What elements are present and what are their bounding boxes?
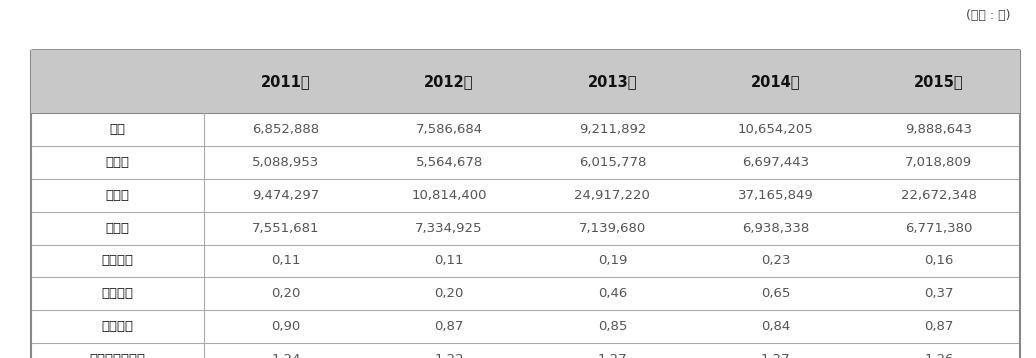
Text: 평균: 평균	[110, 123, 125, 136]
Text: 학생수: 학생수	[106, 222, 130, 234]
Text: 0,20: 0,20	[434, 287, 464, 300]
Text: (단위 : 원): (단위 : 원)	[966, 9, 1010, 22]
Text: 6,771,380: 6,771,380	[905, 222, 973, 234]
Text: 9,888,643: 9,888,643	[905, 123, 973, 136]
Text: 2013년: 2013년	[587, 74, 637, 89]
Text: 0,11: 0,11	[271, 255, 300, 267]
Text: 24,917,220: 24,917,220	[574, 189, 651, 202]
Text: 0,11: 0,11	[434, 255, 464, 267]
Text: 0,20: 0,20	[271, 287, 300, 300]
Text: 2015년: 2015년	[914, 74, 963, 89]
Text: 지니지수: 지니지수	[102, 255, 134, 267]
Text: 2014년: 2014년	[751, 74, 801, 89]
Text: 5,564,678: 5,564,678	[415, 156, 483, 169]
Text: 1,26: 1,26	[924, 353, 953, 358]
Text: 0,90: 0,90	[271, 320, 300, 333]
Text: 10,654,205: 10,654,205	[738, 123, 813, 136]
Text: 1,24: 1,24	[271, 353, 300, 358]
Text: 0,19: 0,19	[598, 255, 627, 267]
Text: 최대값: 최대값	[106, 189, 130, 202]
Text: 9,474,297: 9,474,297	[252, 189, 319, 202]
Text: 0,23: 0,23	[760, 255, 790, 267]
Text: 0,84: 0,84	[761, 320, 790, 333]
Text: 7,586,684: 7,586,684	[415, 123, 483, 136]
Text: 0,37: 0,37	[924, 287, 953, 300]
Text: 0,85: 0,85	[598, 320, 627, 333]
Text: 5,088,953: 5,088,953	[252, 156, 319, 169]
Text: 0,87: 0,87	[924, 320, 953, 333]
Text: 2011년: 2011년	[261, 74, 311, 89]
Text: 1,27: 1,27	[760, 353, 790, 358]
Text: 6,852,888: 6,852,888	[253, 123, 319, 136]
Text: 7,551,681: 7,551,681	[252, 222, 319, 234]
Text: 맥룬지수: 맥룬지수	[102, 320, 134, 333]
Text: 편차계수: 편차계수	[102, 287, 134, 300]
Text: 1,22: 1,22	[434, 353, 464, 358]
Text: 페어슈테겐지수: 페어슈테겐지수	[90, 353, 146, 358]
Text: 7,334,925: 7,334,925	[415, 222, 483, 234]
Text: 7,018,809: 7,018,809	[905, 156, 973, 169]
Text: 0,16: 0,16	[924, 255, 953, 267]
Text: 6,015,778: 6,015,778	[579, 156, 646, 169]
Text: 6,938,338: 6,938,338	[742, 222, 809, 234]
Text: 최소값: 최소값	[106, 156, 130, 169]
Text: 0,65: 0,65	[760, 287, 790, 300]
Text: 2012년: 2012년	[425, 74, 473, 89]
Text: 10,814,400: 10,814,400	[411, 189, 487, 202]
Text: 37,165,849: 37,165,849	[738, 189, 813, 202]
Text: 0,46: 0,46	[598, 287, 627, 300]
Text: 6,697,443: 6,697,443	[742, 156, 809, 169]
Text: 1,27: 1,27	[598, 353, 627, 358]
Text: 7,139,680: 7,139,680	[579, 222, 646, 234]
Text: 22,672,348: 22,672,348	[901, 189, 977, 202]
Text: 9,211,892: 9,211,892	[579, 123, 646, 136]
Text: 0,87: 0,87	[434, 320, 464, 333]
